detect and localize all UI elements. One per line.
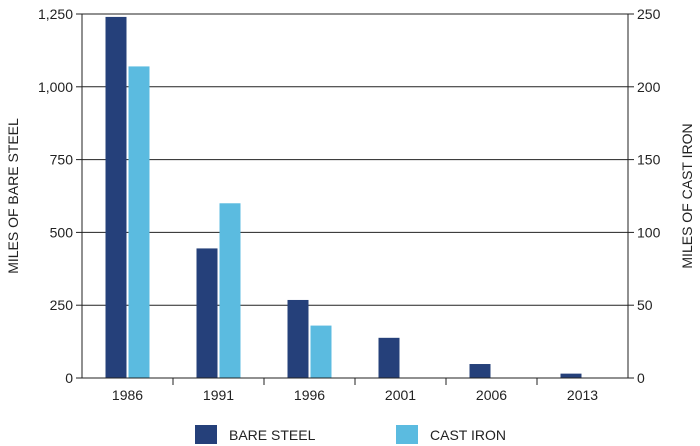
x-tick-label: 1996 [294,387,325,403]
bar-cast-iron-1991 [220,203,241,378]
left-tick-label: 750 [50,152,74,168]
right-tick-label: 0 [637,370,645,386]
right-tick-label: 150 [637,152,661,168]
left-tick-label: 1,250 [38,6,73,22]
legend-label-bare-steel: BARE STEEL [229,427,316,443]
right-axis-label: MILES OF CAST IRON [679,123,695,268]
right-tick-label: 100 [637,224,661,240]
x-tick-label: 2006 [476,387,507,403]
axes [76,14,634,378]
legend-swatch-cast-iron [396,425,418,444]
x-tick-label: 1991 [203,387,234,403]
right-tick-label: 250 [637,6,661,22]
x-tick-label: 2001 [385,387,416,403]
right-axis-ticks: 0 50 100 150 200 250 [628,6,661,386]
bars [106,17,582,378]
x-tick-label: 1986 [112,387,143,403]
x-tick-label: 2013 [567,387,598,403]
bar-bare-steel-2006 [470,364,491,378]
bar-bare-steel-2001 [379,338,400,378]
left-axis-ticks: 0 250 500 750 1,000 1,250 [38,6,82,386]
bar-bare-steel-1996 [288,300,309,378]
left-tick-label: 250 [50,297,74,313]
gridlines [82,14,628,305]
right-tick-label: 200 [637,79,661,95]
left-tick-label: 0 [65,370,73,386]
left-tick-label: 500 [50,224,74,240]
legend: BARE STEEL CAST IRON [195,425,506,444]
bar-bare-steel-1991 [197,248,218,378]
bar-cast-iron-1996 [311,326,332,378]
legend-label-cast-iron: CAST IRON [430,427,506,443]
x-axis-ticks: 1986 1991 1996 2001 2006 2013 [112,378,598,403]
left-axis-label: MILES OF BARE STEEL [5,118,21,274]
left-tick-label: 1,000 [38,79,73,95]
bar-bare-steel-2013 [561,374,582,378]
bar-bare-steel-1986 [106,17,127,378]
bar-cast-iron-1986 [129,66,150,378]
right-tick-label: 50 [637,297,653,313]
legend-swatch-bare-steel [195,425,217,444]
